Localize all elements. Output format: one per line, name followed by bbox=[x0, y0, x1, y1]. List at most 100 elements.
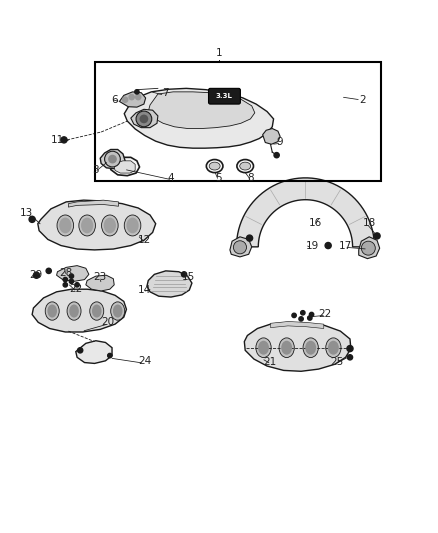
Text: 16: 16 bbox=[308, 218, 321, 228]
Bar bbox=[95, 62, 381, 181]
Text: 13: 13 bbox=[20, 208, 34, 218]
Ellipse shape bbox=[102, 215, 118, 236]
Polygon shape bbox=[32, 289, 127, 332]
Ellipse shape bbox=[279, 338, 294, 358]
Ellipse shape bbox=[209, 162, 220, 170]
Ellipse shape bbox=[305, 341, 316, 354]
Text: 4: 4 bbox=[168, 173, 174, 183]
Text: 12: 12 bbox=[138, 235, 152, 245]
Circle shape bbox=[347, 345, 353, 352]
Text: 25: 25 bbox=[330, 357, 343, 367]
Text: 17: 17 bbox=[339, 240, 352, 251]
Circle shape bbox=[108, 155, 117, 164]
Circle shape bbox=[108, 353, 112, 358]
Text: 28: 28 bbox=[60, 268, 73, 278]
Text: 1: 1 bbox=[215, 48, 223, 58]
Circle shape bbox=[63, 277, 67, 282]
Circle shape bbox=[63, 282, 67, 287]
Ellipse shape bbox=[256, 338, 271, 358]
Polygon shape bbox=[124, 88, 274, 148]
Circle shape bbox=[361, 241, 375, 255]
Text: 22: 22 bbox=[318, 309, 331, 319]
Text: 29: 29 bbox=[29, 270, 42, 280]
Circle shape bbox=[123, 97, 128, 102]
Text: 15: 15 bbox=[182, 272, 195, 282]
Polygon shape bbox=[271, 321, 324, 328]
Polygon shape bbox=[131, 109, 158, 128]
Ellipse shape bbox=[281, 341, 292, 354]
Ellipse shape bbox=[237, 159, 254, 173]
Text: 11: 11 bbox=[51, 135, 64, 145]
Ellipse shape bbox=[206, 159, 223, 173]
Circle shape bbox=[29, 216, 35, 222]
Circle shape bbox=[140, 115, 148, 123]
Ellipse shape bbox=[303, 338, 318, 358]
Ellipse shape bbox=[328, 341, 339, 354]
Text: 23: 23 bbox=[94, 272, 107, 282]
Ellipse shape bbox=[127, 217, 139, 233]
Circle shape bbox=[75, 282, 79, 287]
Ellipse shape bbox=[67, 302, 81, 320]
Circle shape bbox=[69, 274, 74, 278]
Ellipse shape bbox=[45, 302, 59, 320]
Circle shape bbox=[292, 313, 296, 318]
Circle shape bbox=[78, 348, 83, 353]
Circle shape bbox=[46, 268, 51, 273]
Circle shape bbox=[307, 316, 312, 320]
Polygon shape bbox=[68, 200, 119, 207]
Ellipse shape bbox=[124, 215, 141, 236]
Circle shape bbox=[233, 241, 247, 254]
Ellipse shape bbox=[240, 162, 251, 170]
Ellipse shape bbox=[69, 304, 79, 318]
Circle shape bbox=[129, 94, 134, 100]
Text: 7: 7 bbox=[162, 88, 169, 98]
FancyBboxPatch shape bbox=[208, 88, 240, 104]
Circle shape bbox=[181, 272, 187, 277]
Circle shape bbox=[136, 94, 141, 100]
Circle shape bbox=[105, 151, 120, 167]
Circle shape bbox=[247, 235, 253, 241]
Polygon shape bbox=[237, 178, 374, 247]
Text: 8: 8 bbox=[247, 173, 254, 183]
Ellipse shape bbox=[111, 302, 125, 320]
Circle shape bbox=[61, 137, 67, 143]
Ellipse shape bbox=[92, 304, 102, 318]
Polygon shape bbox=[57, 265, 89, 281]
Circle shape bbox=[347, 354, 353, 360]
Polygon shape bbox=[230, 237, 252, 257]
Ellipse shape bbox=[47, 304, 57, 318]
Polygon shape bbox=[359, 237, 380, 259]
Polygon shape bbox=[38, 200, 155, 250]
Polygon shape bbox=[111, 157, 140, 176]
Circle shape bbox=[325, 243, 331, 248]
Text: 20: 20 bbox=[101, 317, 114, 327]
Text: 5: 5 bbox=[215, 173, 222, 183]
Ellipse shape bbox=[59, 217, 71, 233]
Text: 3: 3 bbox=[92, 165, 99, 175]
Ellipse shape bbox=[113, 304, 123, 318]
Polygon shape bbox=[148, 92, 255, 128]
Text: 6: 6 bbox=[111, 95, 117, 104]
Circle shape bbox=[300, 311, 305, 315]
Ellipse shape bbox=[326, 338, 341, 358]
Polygon shape bbox=[147, 271, 192, 297]
Circle shape bbox=[33, 272, 39, 278]
Polygon shape bbox=[263, 128, 280, 144]
Circle shape bbox=[136, 111, 152, 127]
Ellipse shape bbox=[104, 217, 116, 233]
Polygon shape bbox=[244, 322, 351, 372]
Circle shape bbox=[309, 312, 314, 317]
Ellipse shape bbox=[258, 341, 269, 354]
Circle shape bbox=[69, 279, 74, 284]
Circle shape bbox=[374, 233, 380, 239]
Ellipse shape bbox=[81, 217, 93, 233]
Polygon shape bbox=[100, 149, 125, 169]
Circle shape bbox=[299, 317, 303, 321]
Ellipse shape bbox=[57, 215, 74, 236]
Text: 9: 9 bbox=[277, 136, 283, 147]
Text: 24: 24 bbox=[138, 356, 152, 366]
Text: 2: 2 bbox=[359, 95, 366, 104]
Ellipse shape bbox=[79, 215, 95, 236]
Text: 14: 14 bbox=[138, 285, 152, 295]
Polygon shape bbox=[114, 161, 135, 173]
